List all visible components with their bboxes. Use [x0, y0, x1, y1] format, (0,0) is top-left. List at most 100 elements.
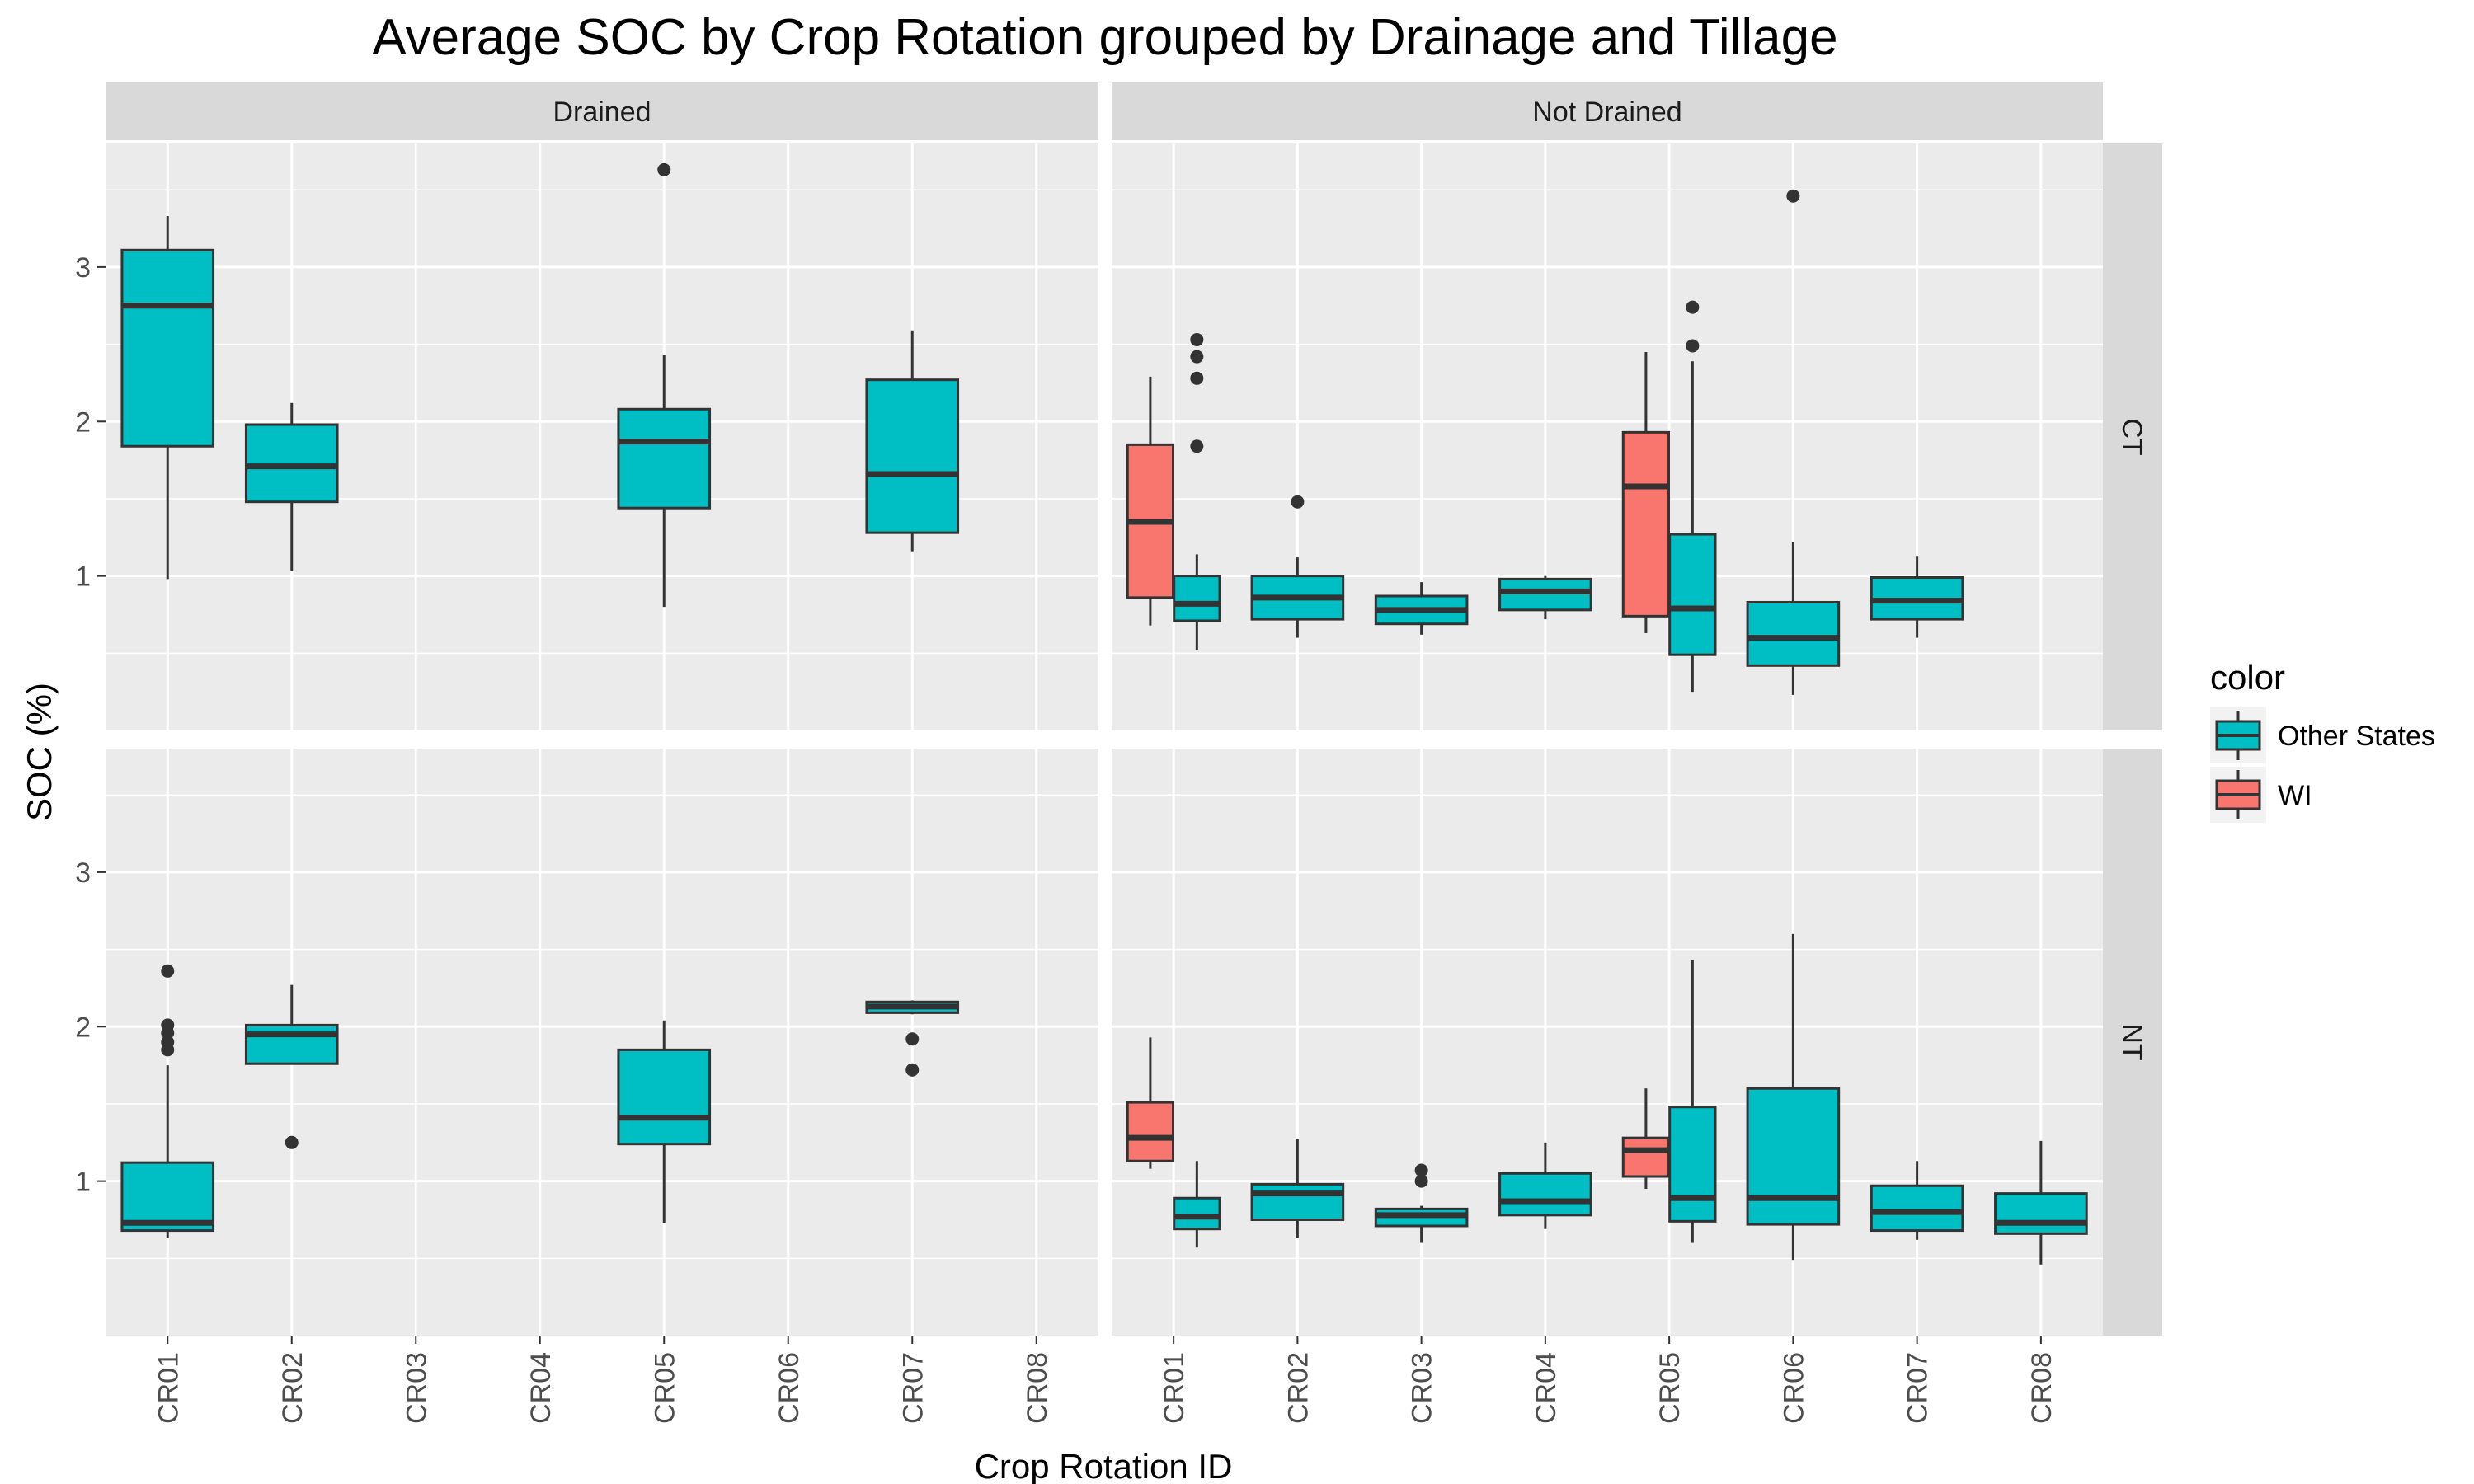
- outlier-point: [1291, 495, 1305, 509]
- box: [120, 1161, 215, 1233]
- boxplot-cr01-other-states: [120, 216, 215, 580]
- x-tick-label: CR02: [1282, 1352, 1314, 1424]
- box: [617, 1048, 712, 1146]
- box: [1668, 533, 1717, 656]
- strip-background: [106, 82, 1098, 140]
- outlier-point: [657, 162, 671, 176]
- x-tick-label: CR05: [649, 1352, 680, 1424]
- outlier-point: [161, 964, 175, 978]
- boxplot-cr02-other-states: [1250, 495, 1345, 638]
- y-tick-label: 2: [75, 1012, 91, 1043]
- x-tick-label: CR01: [153, 1352, 184, 1424]
- x-tick-label: CR01: [1159, 1352, 1190, 1424]
- outlier-point: [1190, 332, 1204, 346]
- boxplot-cr03-other-states: [1374, 1163, 1469, 1243]
- box: [865, 378, 960, 534]
- box: [244, 1023, 339, 1065]
- outlier-point: [1190, 439, 1204, 453]
- boxplot-cr04-other-states: [1498, 1142, 1592, 1229]
- y-tick-label: 2: [75, 406, 91, 438]
- outlier-point: [1686, 339, 1700, 353]
- outlier-point: [1190, 350, 1204, 364]
- box: [1870, 1184, 1964, 1233]
- outlier-point: [1686, 300, 1700, 314]
- box: [1173, 575, 1221, 622]
- box: [1746, 1087, 1841, 1226]
- outlier-point: [1414, 1163, 1428, 1177]
- box: [1746, 600, 1841, 667]
- axes: 1 2 3 1 2 3 CR01 CR02 CR03 CR04 CR05 CR06 CR07 CR08 CR…: [75, 252, 2058, 1424]
- strip-label: Drained: [553, 96, 651, 128]
- y-tick-label: 1: [75, 561, 91, 593]
- x-tick-label: CR03: [1407, 1352, 1438, 1424]
- x-tick-label: CR02: [277, 1352, 308, 1424]
- boxplot-cr02-other-states: [244, 984, 339, 1149]
- legend-label: WI: [2278, 780, 2312, 811]
- legend-title: color: [2210, 658, 2285, 697]
- x-tick-label: CR08: [2026, 1352, 2058, 1424]
- box: [120, 248, 215, 448]
- boxplot-cr05-other-states: [1668, 300, 1717, 693]
- strip-not-drained: Not Drained: [1112, 82, 2103, 140]
- boxplot-cr02-other-states: [244, 402, 339, 572]
- facet-strips: Drained Not Drained CT NT: [106, 82, 2162, 1336]
- box: [1994, 1192, 2088, 1235]
- panel-background: [1112, 749, 2103, 1336]
- legend-item-other-states: Other States: [2210, 707, 2435, 763]
- strip-background: [2103, 143, 2162, 730]
- strip-label: NT: [2116, 1023, 2147, 1060]
- box: [1498, 577, 1592, 612]
- boxplot-cr07-other-states: [865, 330, 960, 552]
- boxplot-cr06-other-states: [1746, 189, 1841, 695]
- y-tick-label: 3: [75, 857, 91, 889]
- outlier-point: [905, 1063, 920, 1077]
- outlier-point: [285, 1135, 299, 1149]
- box: [1173, 1196, 1221, 1231]
- boxplot-cr08-other-states: [1994, 1140, 2088, 1265]
- box: [1668, 1106, 1717, 1223]
- boxplot-cr01-other-states: [1173, 1161, 1221, 1248]
- box: [617, 407, 712, 510]
- boxplot-cr06-other-states: [1746, 933, 1841, 1261]
- legend-label: Other States: [2278, 721, 2435, 752]
- x-tick-label: CR03: [401, 1352, 432, 1424]
- x-tick-label: CR07: [1903, 1352, 1934, 1424]
- strip-nt: NT: [2103, 749, 2162, 1336]
- panel-not-drained-ct: [1112, 143, 2103, 730]
- x-tick-label: CR04: [1531, 1352, 1562, 1424]
- strip-background: [2103, 749, 2162, 1336]
- boxplot-cr01-wi: [1126, 376, 1175, 626]
- x-tick-label: CR05: [1654, 1352, 1686, 1424]
- y-tick-label: 1: [75, 1167, 91, 1198]
- boxplot-cr05-other-states: [617, 162, 712, 608]
- y-axis-title: SOC (%): [20, 683, 59, 821]
- panel-drained-nt: [106, 749, 1098, 1336]
- boxplot-cr01-other-states: [1173, 332, 1221, 650]
- x-tick-label: CR04: [525, 1352, 557, 1424]
- outlier-point: [1786, 189, 1800, 203]
- legend-item-wi: WI: [2210, 767, 2312, 823]
- chart-title: Average SOC by Crop Rotation grouped by …: [372, 9, 1837, 66]
- strip-background: [1112, 82, 2103, 140]
- boxplot-cr05-wi: [1621, 351, 1671, 633]
- facet-panels: [106, 143, 2103, 1336]
- boxplot-cr03-other-states: [1374, 582, 1469, 635]
- boxplot-cr05-other-states: [1668, 960, 1717, 1243]
- strip-ct: CT: [2103, 143, 2162, 730]
- legend-items: Other States WI: [2210, 707, 2435, 823]
- panel-not-drained-nt: [1112, 749, 2103, 1336]
- boxplot-cr07-other-states: [865, 1000, 960, 1077]
- strip-label: Not Drained: [1532, 96, 1681, 128]
- box: [1621, 1136, 1671, 1178]
- strip-drained: Drained: [106, 82, 1098, 140]
- y-tick-label: 3: [75, 252, 91, 284]
- outlier-point: [1414, 1174, 1428, 1188]
- panel-background: [1112, 143, 2103, 730]
- boxplot-cr04-other-states: [1498, 575, 1592, 620]
- x-tick-label: CR06: [1778, 1352, 1809, 1424]
- legend: color Other States WI: [2210, 658, 2435, 823]
- box: [1126, 1101, 1175, 1162]
- boxplot-cr01-other-states: [120, 964, 215, 1238]
- outlier-point: [1190, 371, 1204, 385]
